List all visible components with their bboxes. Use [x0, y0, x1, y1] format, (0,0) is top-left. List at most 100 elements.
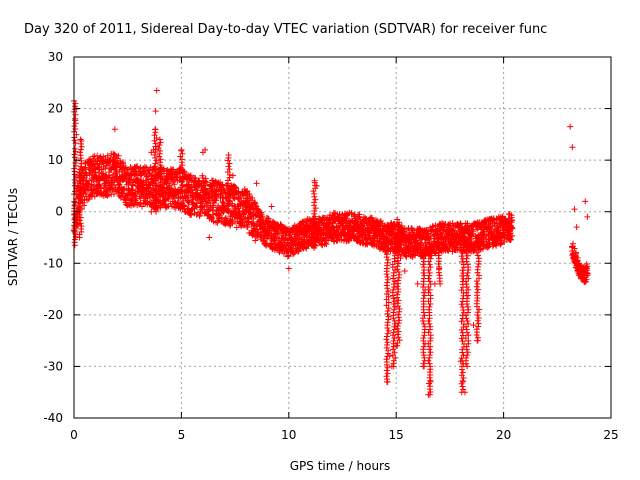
data-point	[470, 322, 477, 329]
plot-frame	[73, 56, 612, 419]
data-point	[394, 300, 401, 307]
data-point	[463, 244, 470, 251]
data-point	[171, 181, 178, 188]
data-point	[398, 222, 405, 229]
data-point	[224, 157, 231, 164]
data-point	[582, 198, 589, 205]
data-point	[384, 378, 391, 385]
data-point	[395, 252, 402, 259]
data-point	[463, 272, 470, 279]
data-point	[155, 145, 162, 152]
data-point	[383, 290, 390, 297]
data-point	[246, 209, 253, 216]
data-point	[152, 183, 159, 190]
data-point	[116, 181, 123, 188]
data-point	[225, 197, 232, 204]
data-point	[211, 183, 218, 190]
data-point	[425, 249, 432, 256]
y-axis-label: SDTVAR / TECUs	[6, 188, 20, 286]
data-point	[473, 246, 480, 253]
data-point	[573, 224, 580, 231]
data-point	[421, 292, 428, 299]
data-point	[474, 309, 481, 316]
data-point	[312, 205, 319, 212]
data-point	[157, 159, 164, 166]
data-point	[394, 283, 401, 290]
data-point	[187, 173, 194, 180]
data-point	[459, 267, 466, 274]
data-point	[474, 286, 481, 293]
data-point	[394, 263, 401, 270]
data-point	[420, 295, 427, 302]
data-point	[464, 261, 471, 268]
data-point	[76, 169, 83, 176]
data-point	[76, 166, 83, 173]
data-point	[72, 179, 79, 186]
data-point	[150, 146, 157, 153]
y-tick-label: -40	[43, 411, 63, 425]
data-point	[458, 236, 465, 243]
data-point	[148, 208, 155, 215]
data-point	[584, 213, 591, 220]
data-point	[78, 223, 85, 230]
data-point	[396, 337, 403, 344]
data-point	[394, 331, 401, 338]
y-tick-label: 10	[48, 153, 63, 167]
data-point	[262, 241, 269, 248]
data-point	[249, 195, 256, 202]
data-point	[465, 235, 472, 242]
data-point	[427, 378, 434, 385]
data-point	[78, 143, 85, 150]
data-point	[571, 245, 578, 252]
data-point	[246, 190, 253, 197]
data-point	[383, 251, 390, 258]
y-tick-label: -10	[43, 256, 63, 270]
data-point	[465, 320, 472, 327]
data-point	[121, 186, 128, 193]
data-point	[475, 320, 482, 327]
data-point	[151, 180, 158, 187]
data-point	[197, 192, 204, 199]
data-point	[311, 190, 318, 197]
data-point	[311, 219, 318, 226]
data-point	[377, 218, 384, 225]
data-point	[436, 272, 443, 279]
data-point	[157, 147, 164, 154]
data-point	[396, 305, 403, 312]
data-point	[384, 339, 391, 346]
data-point	[384, 370, 391, 377]
data-point	[225, 203, 232, 210]
data-point	[133, 195, 140, 202]
data-point	[203, 187, 210, 194]
data-point	[242, 198, 249, 205]
data-point	[77, 152, 84, 159]
data-point	[225, 163, 232, 170]
data-point	[463, 326, 470, 333]
data-point	[459, 369, 466, 376]
data-point	[226, 186, 233, 193]
data-point	[391, 323, 398, 330]
data-point	[77, 146, 84, 153]
data-point	[88, 182, 95, 189]
data-point	[153, 177, 160, 184]
data-point	[188, 206, 195, 213]
data-point	[232, 184, 239, 191]
data-point	[72, 219, 79, 226]
data-point	[235, 205, 242, 212]
data-point	[391, 303, 398, 310]
data-point	[463, 255, 470, 262]
data-point	[452, 227, 459, 234]
data-point	[321, 226, 328, 233]
data-point	[285, 253, 292, 260]
data-point	[245, 218, 252, 225]
x-tick-label: 25	[603, 428, 618, 442]
data-point	[474, 280, 481, 287]
data-point	[92, 165, 99, 172]
data-point	[420, 343, 427, 350]
data-point	[395, 286, 402, 293]
data-point	[427, 363, 434, 370]
data-point	[128, 186, 135, 193]
data-point	[464, 247, 471, 254]
data-point	[77, 149, 84, 156]
data-point	[426, 380, 433, 387]
